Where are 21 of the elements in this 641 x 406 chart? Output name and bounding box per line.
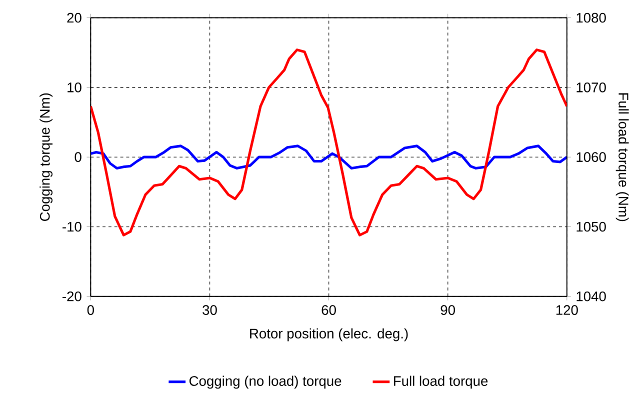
y-tick-label: 0 bbox=[74, 152, 82, 162]
y2-tick-label: 1070 bbox=[576, 82, 606, 92]
y2-tick-label: 1080 bbox=[576, 12, 606, 23]
y-tick-label: 10 bbox=[68, 82, 82, 92]
x-axis-title: Rotor position (elec. deg.) bbox=[250, 328, 408, 342]
y-axis-title: Cogging torque (Nm) bbox=[40, 93, 53, 221]
y2-tick-label: 1050 bbox=[576, 222, 606, 232]
x-tick-label: 120 bbox=[556, 305, 578, 315]
x-tick-label: 0 bbox=[87, 305, 94, 315]
y-tick-label: -20 bbox=[62, 291, 82, 302]
y2-axis-title: Full load torque (Nm) bbox=[616, 93, 629, 222]
x-tick-label: 90 bbox=[440, 305, 455, 315]
legend-label: Cogging (no load) torque bbox=[189, 376, 342, 389]
y2-tick-label: 1040 bbox=[576, 291, 606, 302]
legend-label: Full load torque bbox=[394, 376, 488, 389]
y2-tick-label: 1060 bbox=[576, 152, 606, 162]
x-tick-label: 30 bbox=[202, 305, 217, 315]
y-tick-label: -10 bbox=[62, 222, 82, 232]
x-tick-label: 60 bbox=[322, 305, 336, 315]
y-tick-label: 20 bbox=[67, 12, 82, 23]
line-series bbox=[90, 144, 567, 170]
